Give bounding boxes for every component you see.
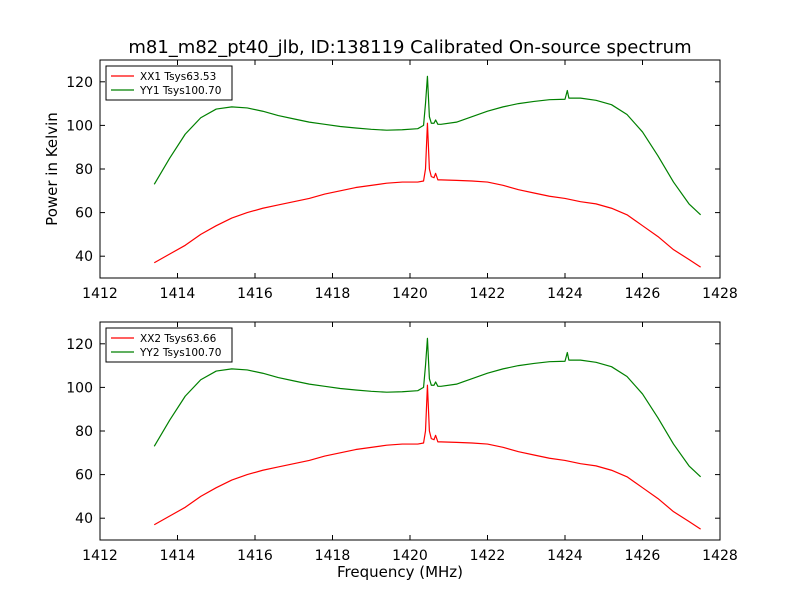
x-tick-label: 1422 xyxy=(470,548,506,564)
legend-box xyxy=(105,327,233,363)
x-tick-label: 1420 xyxy=(392,286,428,302)
y-tick-label: 100 xyxy=(66,380,93,396)
x-tick-label: 1412 xyxy=(82,548,118,564)
y-tick-label: 60 xyxy=(75,206,93,222)
x-tick-label: 1416 xyxy=(237,548,273,564)
x-tick-label: 1418 xyxy=(315,286,351,302)
x-tick-label: 1426 xyxy=(625,286,661,302)
top-panel: 1412 1414 1416 1418 1420 1422 1424 1426 1428 40 60… xyxy=(43,59,738,302)
x-tick-label: 1414 xyxy=(160,548,196,564)
y-tick-label: 80 xyxy=(75,424,93,440)
y-tick-label: 120 xyxy=(66,75,93,91)
y-tick-label: 60 xyxy=(75,468,93,484)
x-tick-label: 1420 xyxy=(392,548,428,564)
x-tick-label: 1428 xyxy=(702,286,738,302)
x-tick-label: 1426 xyxy=(625,548,661,564)
y-axis-label: Power in Kelvin xyxy=(43,112,61,226)
legend-box xyxy=(105,65,233,101)
bottom-panel: 1412 1414 1416 1418 1420 1422 1424 1426 1428 40 60… xyxy=(66,321,738,581)
x-tick-label: 1416 xyxy=(237,286,273,302)
series-line-yy2 xyxy=(153,337,702,478)
x-tick-label: 1424 xyxy=(547,286,583,302)
y-tick-label: 40 xyxy=(75,511,93,527)
y-tick-label: 40 xyxy=(75,249,93,265)
y-tick-label: 120 xyxy=(66,337,93,353)
y-tick-label: 100 xyxy=(66,118,93,134)
series-line-yy1 xyxy=(153,75,702,216)
series-line-xx2 xyxy=(153,384,701,530)
x-tick-label: 1418 xyxy=(315,548,351,564)
legend-label: XX1 Tsys63.53 xyxy=(140,71,216,83)
x-tick-label: 1428 xyxy=(702,548,738,564)
y-tick-label: 80 xyxy=(75,162,93,178)
legend-label: YY2 Tsys100.70 xyxy=(139,347,221,359)
x-tick-label: 1424 xyxy=(547,548,583,564)
x-tick-label: 1422 xyxy=(470,286,506,302)
legend-label: XX2 Tsys63.66 xyxy=(140,333,217,345)
x-tick-label: 1414 xyxy=(160,286,196,302)
legend-label: YY1 Tsys100.70 xyxy=(139,85,221,97)
series-line-xx1 xyxy=(153,122,701,268)
x-tick-label: 1412 xyxy=(82,286,118,302)
chart-title: m81_m82_pt40_jlb, ID:138119 Calibrated O… xyxy=(128,37,691,58)
x-axis-label: Frequency (MHz) xyxy=(337,563,463,581)
